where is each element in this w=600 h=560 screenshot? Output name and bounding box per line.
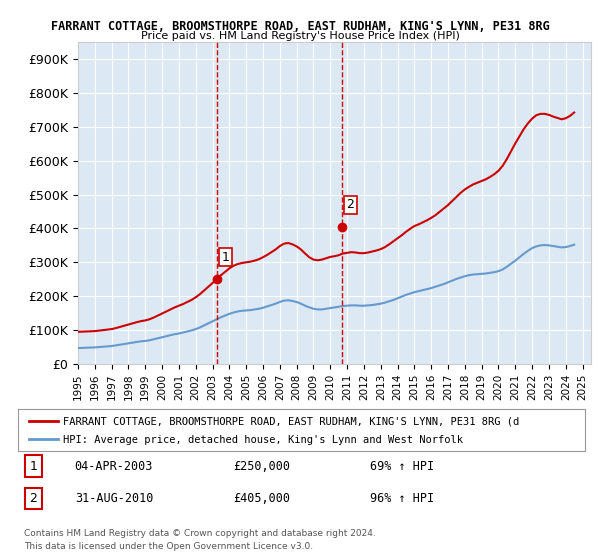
- Text: £250,000: £250,000: [233, 460, 290, 473]
- Text: FARRANT COTTAGE, BROOMSTHORPE ROAD, EAST RUDHAM, KING'S LYNN, PE31 8RG: FARRANT COTTAGE, BROOMSTHORPE ROAD, EAST…: [50, 20, 550, 32]
- Text: Price paid vs. HM Land Registry's House Price Index (HPI): Price paid vs. HM Land Registry's House …: [140, 31, 460, 41]
- Text: 2: 2: [29, 492, 37, 505]
- Text: 69% ↑ HPI: 69% ↑ HPI: [370, 460, 434, 473]
- Text: This data is licensed under the Open Government Licence v3.0.: This data is licensed under the Open Gov…: [24, 542, 313, 550]
- Text: 1: 1: [222, 251, 230, 264]
- Text: HPI: Average price, detached house, King's Lynn and West Norfolk: HPI: Average price, detached house, King…: [64, 435, 463, 445]
- Text: 04-APR-2003: 04-APR-2003: [75, 460, 153, 473]
- Text: 31-AUG-2010: 31-AUG-2010: [75, 492, 153, 505]
- Text: 2: 2: [347, 198, 355, 211]
- Text: 96% ↑ HPI: 96% ↑ HPI: [370, 492, 434, 505]
- Text: FARRANT COTTAGE, BROOMSTHORPE ROAD, EAST RUDHAM, KING'S LYNN, PE31 8RG (d: FARRANT COTTAGE, BROOMSTHORPE ROAD, EAST…: [64, 417, 520, 426]
- Text: 1: 1: [29, 460, 37, 473]
- Text: £405,000: £405,000: [233, 492, 290, 505]
- Text: Contains HM Land Registry data © Crown copyright and database right 2024.: Contains HM Land Registry data © Crown c…: [24, 529, 376, 538]
